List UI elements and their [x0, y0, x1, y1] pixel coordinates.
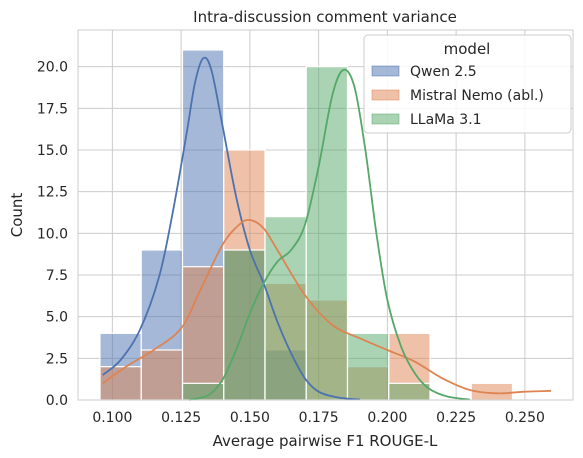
bar-llama-3-1: [346, 332, 390, 401]
x-axis-label: Average pairwise F1 ROUGE-L: [213, 432, 438, 450]
legend-swatch-llama: [371, 113, 400, 125]
histogram-bars: [99, 49, 514, 401]
y-axis-label: Count: [8, 193, 26, 238]
y-tick-label: 15.0: [37, 143, 68, 159]
legend-swatch-qwen: [371, 65, 400, 77]
x-tick-label: 0.125: [161, 410, 201, 426]
x-tick-label: 0.100: [92, 410, 132, 426]
y-tick-label: 5.0: [46, 310, 68, 326]
legend-swatch-mistral: [371, 89, 400, 101]
legend-label-qwen: Qwen 2.5: [410, 64, 477, 80]
kde-curves: [102, 56, 552, 401]
y-tick-label: 2.5: [46, 351, 68, 367]
x-tick-label: 0.200: [367, 410, 407, 426]
bar-mistral-nemo-abl: [140, 349, 184, 401]
bar-llama-3-1: [264, 216, 307, 401]
y-tick-label: 0.0: [46, 393, 68, 409]
bar-llama-3-1: [388, 382, 431, 401]
bar-llama-3-1: [223, 249, 266, 401]
legend-title: model: [444, 40, 491, 58]
legend: model Qwen 2.5 Mistral Nemo (abl.) LLaMa…: [363, 34, 572, 134]
chart-title: Intra-discussion comment variance: [193, 8, 457, 26]
y-tick-label: 20.0: [37, 60, 68, 76]
bar-llama-3-1: [305, 66, 349, 401]
legend-box: [363, 34, 572, 134]
y-tick-labels: 0.0 2.5 5.0 7.5 10.0 12.5 15.0 17.5 20.0: [37, 60, 68, 409]
kde-line-mistral-nemo-abl: [102, 218, 552, 395]
x-tick-label: 0.225: [436, 410, 476, 426]
y-tick-label: 7.5: [46, 268, 68, 284]
plot-area-frame: [77, 29, 574, 401]
kde-line-qwen-2-5: [102, 56, 360, 401]
y-tick-label: 12.5: [37, 185, 68, 201]
x-tick-labels: 0.100 0.125 0.150 0.175 0.200 0.225 0.250: [92, 410, 545, 426]
x-tick-label: 0.250: [505, 410, 545, 426]
x-tick-label: 0.175: [299, 410, 339, 426]
bar-mistral-nemo-abl: [181, 266, 225, 401]
legend-label-mistral: Mistral Nemo (abl.): [410, 88, 544, 104]
kde-line-llama-3-1: [189, 68, 470, 401]
x-tick-label: 0.150: [230, 410, 270, 426]
y-tick-label: 10.0: [37, 226, 68, 242]
y-tick-label: 17.5: [37, 101, 68, 117]
legend-label-llama: LLaMa 3.1: [410, 112, 482, 128]
